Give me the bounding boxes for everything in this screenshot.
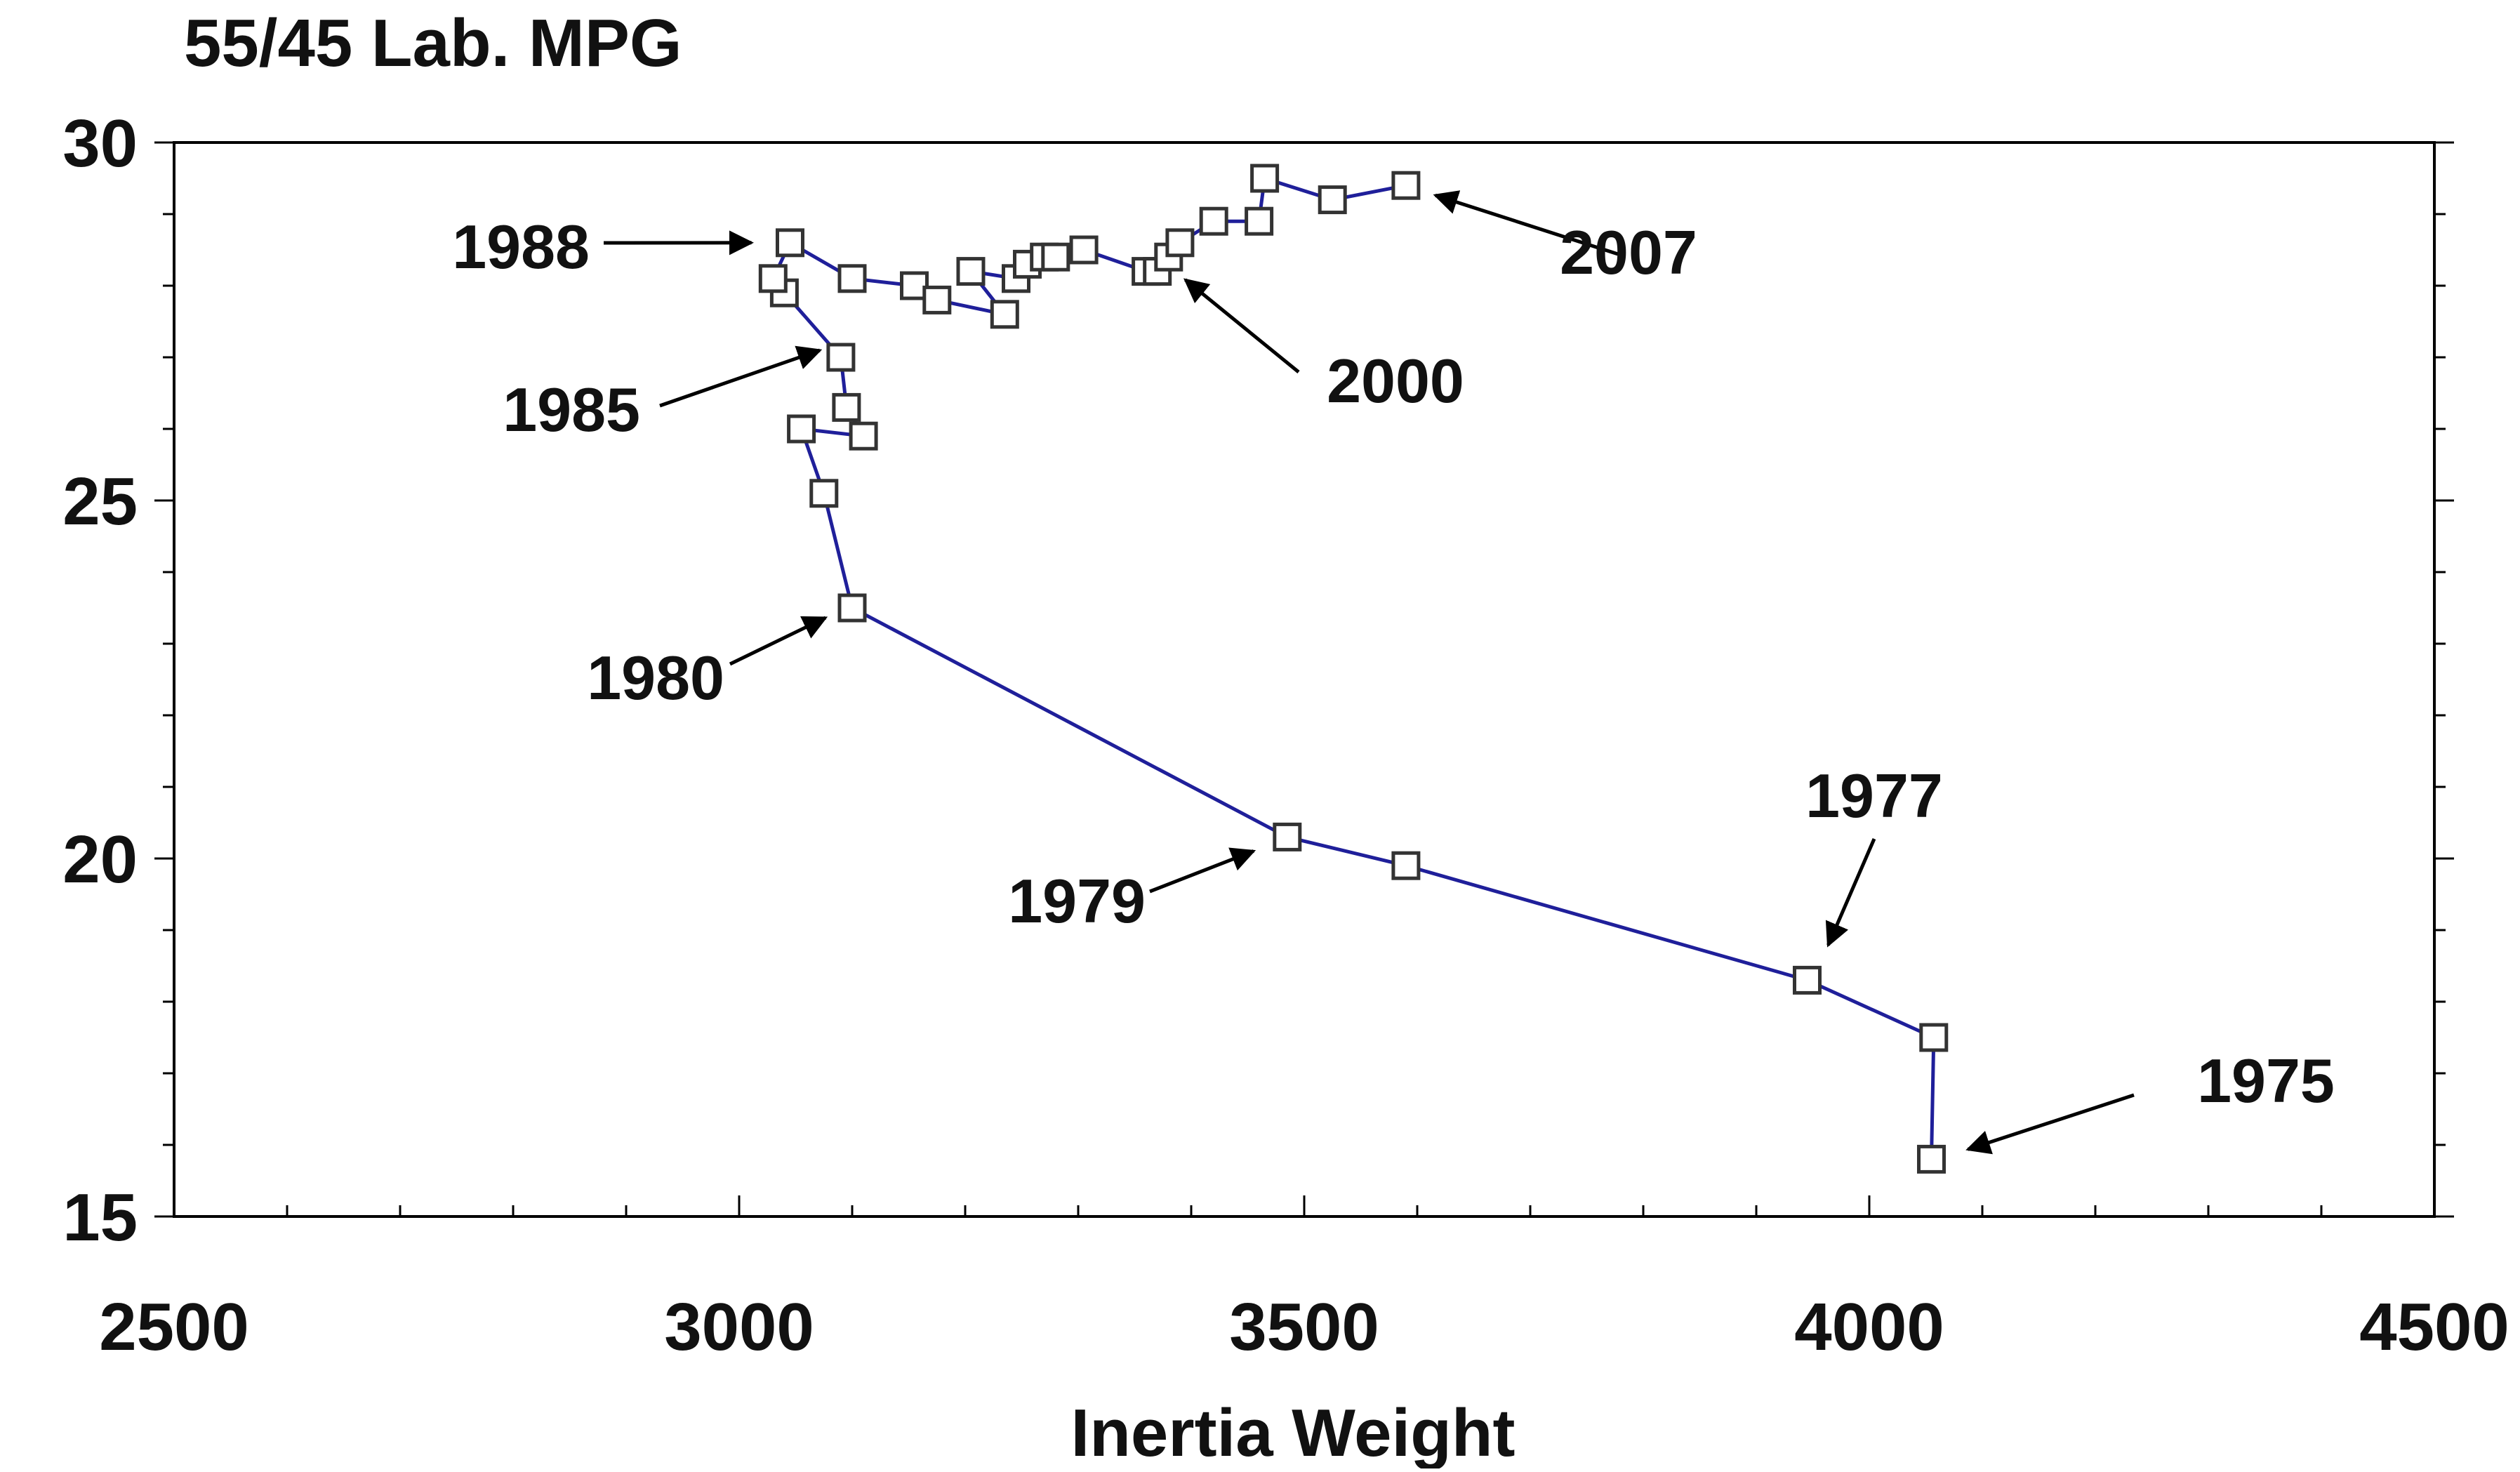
series-markers [760, 166, 1947, 1172]
data-point-1975 [1919, 1146, 1944, 1172]
data-point-1992 [992, 302, 1017, 327]
annotation-arrow-1977 [1828, 839, 1874, 945]
x-tick-label: 4500 [2359, 1289, 2509, 1365]
annotations: 1975 1977 1979 1980 1985 1988 2000 2007 [452, 195, 2335, 1149]
y-tick-label: 15 [62, 1180, 138, 1255]
annotation-arrow-1980 [730, 618, 825, 664]
annotation-arrow-2000 [1186, 280, 1299, 372]
data-point-2003 [1201, 208, 1226, 234]
annotation-arrow-1985 [660, 350, 820, 406]
annotation-label-1977: 1977 [1805, 761, 1943, 830]
data-point-1976 [1921, 1025, 1947, 1050]
x-tick-label: 4000 [1794, 1289, 1944, 1365]
data-point-1998 [1071, 237, 1096, 263]
data-point-1980 [840, 595, 865, 621]
data-point-2006 [1320, 187, 1345, 213]
y-tick-label: 20 [62, 822, 138, 897]
data-point-1981 [811, 481, 837, 506]
data-point-2004 [1247, 208, 1272, 234]
data-point-1989 [840, 266, 865, 291]
data-point-1987 [760, 266, 785, 291]
x-tick-label: 3000 [664, 1289, 814, 1365]
data-point-1991 [924, 287, 950, 312]
x-axis: 2500 3000 3500 4000 4500 [99, 1195, 2509, 1365]
data-point-1978 [1393, 853, 1419, 878]
annotation-label-1980: 1980 [587, 643, 724, 712]
y-tick-label: 25 [62, 464, 138, 539]
y-axis: 15 20 25 30 [62, 106, 2454, 1255]
annotation-label-1985: 1985 [503, 375, 640, 444]
data-point-2005 [1252, 166, 1278, 191]
data-point-2002 [1167, 230, 1193, 256]
data-point-1985 [828, 345, 854, 370]
annotation-label-2007: 2007 [1560, 218, 1697, 287]
data-point-1997 [1043, 244, 1068, 270]
chart-title: 55/45 Lab. MPG [184, 6, 682, 81]
data-point-1988 [778, 230, 803, 256]
data-point-1979 [1275, 824, 1300, 849]
series-polyline [773, 178, 1934, 1159]
data-point-1983 [851, 423, 876, 449]
annotation-label-1979: 1979 [1008, 866, 1146, 936]
annotation-arrow-1979 [1150, 851, 1254, 891]
annotation-label-1975: 1975 [2197, 1046, 2335, 1115]
x-tick-label: 2500 [99, 1289, 249, 1365]
y-tick-label: 30 [62, 106, 138, 181]
data-point-1977 [1795, 967, 1820, 993]
data-point-2007 [1393, 173, 1419, 198]
data-point-1993 [958, 259, 983, 284]
data-point-1982 [789, 416, 814, 442]
annotation-label-2000: 2000 [1327, 346, 1464, 416]
series-line [773, 178, 1934, 1159]
annotation-arrow-1975 [1968, 1095, 2134, 1149]
x-axis-title: Inertia Weight [1071, 1395, 1516, 1468]
annotation-label-1988: 1988 [452, 212, 590, 281]
data-point-1984 [834, 394, 859, 420]
x-tick-label: 3500 [1229, 1289, 1379, 1365]
plot-border [174, 142, 2434, 1216]
plot-frame [174, 142, 2434, 1216]
